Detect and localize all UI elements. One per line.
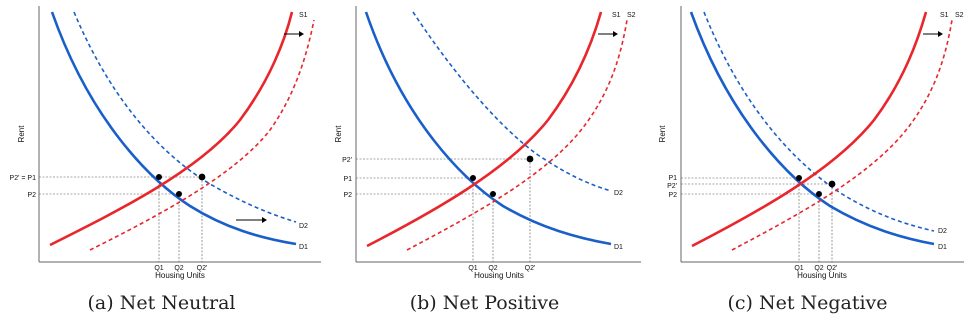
curve-label-d2: D2 [938,228,947,235]
price-label: P1 [343,176,352,183]
figure-b: Rent Housing Units S1 S2 D2 D1 P2' P1 P2… [323,0,646,329]
curve-label-s1: S1 [612,12,621,19]
demand-curve-d1 [50,11,297,246]
quantity-label: Q2' [827,265,838,272]
supply-curve-s2 [731,19,953,251]
supply-curve-s1 [691,11,928,248]
y-axis-label: Rent [334,125,343,143]
point-e2 [490,191,496,197]
curve-label-d2: D2 [614,190,623,197]
figure-a: Rent Housing Units S1 D2 D1 P2' = P1 [0,0,323,329]
y-axis-label: Rent [17,125,26,143]
quantity-label: Q2 [488,265,497,272]
price-label: P2' [342,157,352,164]
price-label: P1 [668,175,677,182]
point-e2prime [526,155,534,163]
figure-caption: (b) Net Positive [409,292,560,314]
chart-b: Rent Housing Units S1 S2 D2 D1 P2' P1 P2… [334,6,641,280]
arrow-right-icon [598,31,618,37]
supply-curve-s1 [366,11,603,248]
curve-label-s1: S1 [299,12,308,19]
figure-caption: (a) Net Neutral [87,292,236,314]
price-label: P2' [667,183,677,190]
curve-label-d1: D1 [938,244,947,251]
supply-curve-s1 [49,11,294,247]
demand-curve-d2 [73,11,297,223]
demand-curve-d2 [412,11,612,192]
demand-curve-d1 [689,11,935,246]
point-e2prime [828,180,836,188]
arrow-right-icon [236,217,267,223]
point-e2 [176,191,182,197]
point-e2 [816,191,822,197]
quantity-label: Q2 [174,265,183,272]
curve-label-d1: D1 [614,244,623,251]
price-label: P2' = P1 [10,175,37,182]
curve-label-s2: S2 [627,12,636,19]
curve-label-s1: S1 [940,12,949,19]
quantity-label: Q1 [154,265,163,272]
y-axis-label: Rent [658,125,667,143]
supply-curve-s2 [89,19,315,251]
quantity-label: Q2' [525,265,536,272]
figure-caption: (c) Net Negative [727,292,888,314]
quantity-label: Q2' [197,265,208,272]
point-e2prime [198,173,206,181]
arrow-right-icon [284,31,304,37]
x-axis-label: Housing Units [474,271,524,280]
curve-label-d1: D1 [299,244,308,251]
point-e1 [796,175,802,181]
curve-label-d2: D2 [299,223,308,230]
price-label: P2 [27,192,36,199]
curve-label-s2: S2 [955,12,964,19]
quantity-label: Q1 [794,265,803,272]
x-axis-label: Housing Units [155,271,205,280]
point-e1 [156,174,162,180]
quantity-label: Q1 [468,265,477,272]
price-label: P2 [668,192,677,199]
point-e1 [470,175,476,181]
figure-c: Rent Housing Units S1 S2 D2 D1 P1 P2' P2… [646,0,969,329]
x-axis-label: Housing Units [797,271,847,280]
quantity-label: Q2 [814,265,823,272]
demand-curve-d1 [364,11,612,246]
price-label: P2 [343,192,352,199]
chart-a: Rent Housing Units S1 D2 D1 P2' = P1 [10,6,321,280]
chart-c: Rent Housing Units S1 S2 D2 D1 P1 P2' P2… [658,6,964,280]
supply-curve-s2 [406,19,628,251]
arrow-right-icon [923,31,943,37]
